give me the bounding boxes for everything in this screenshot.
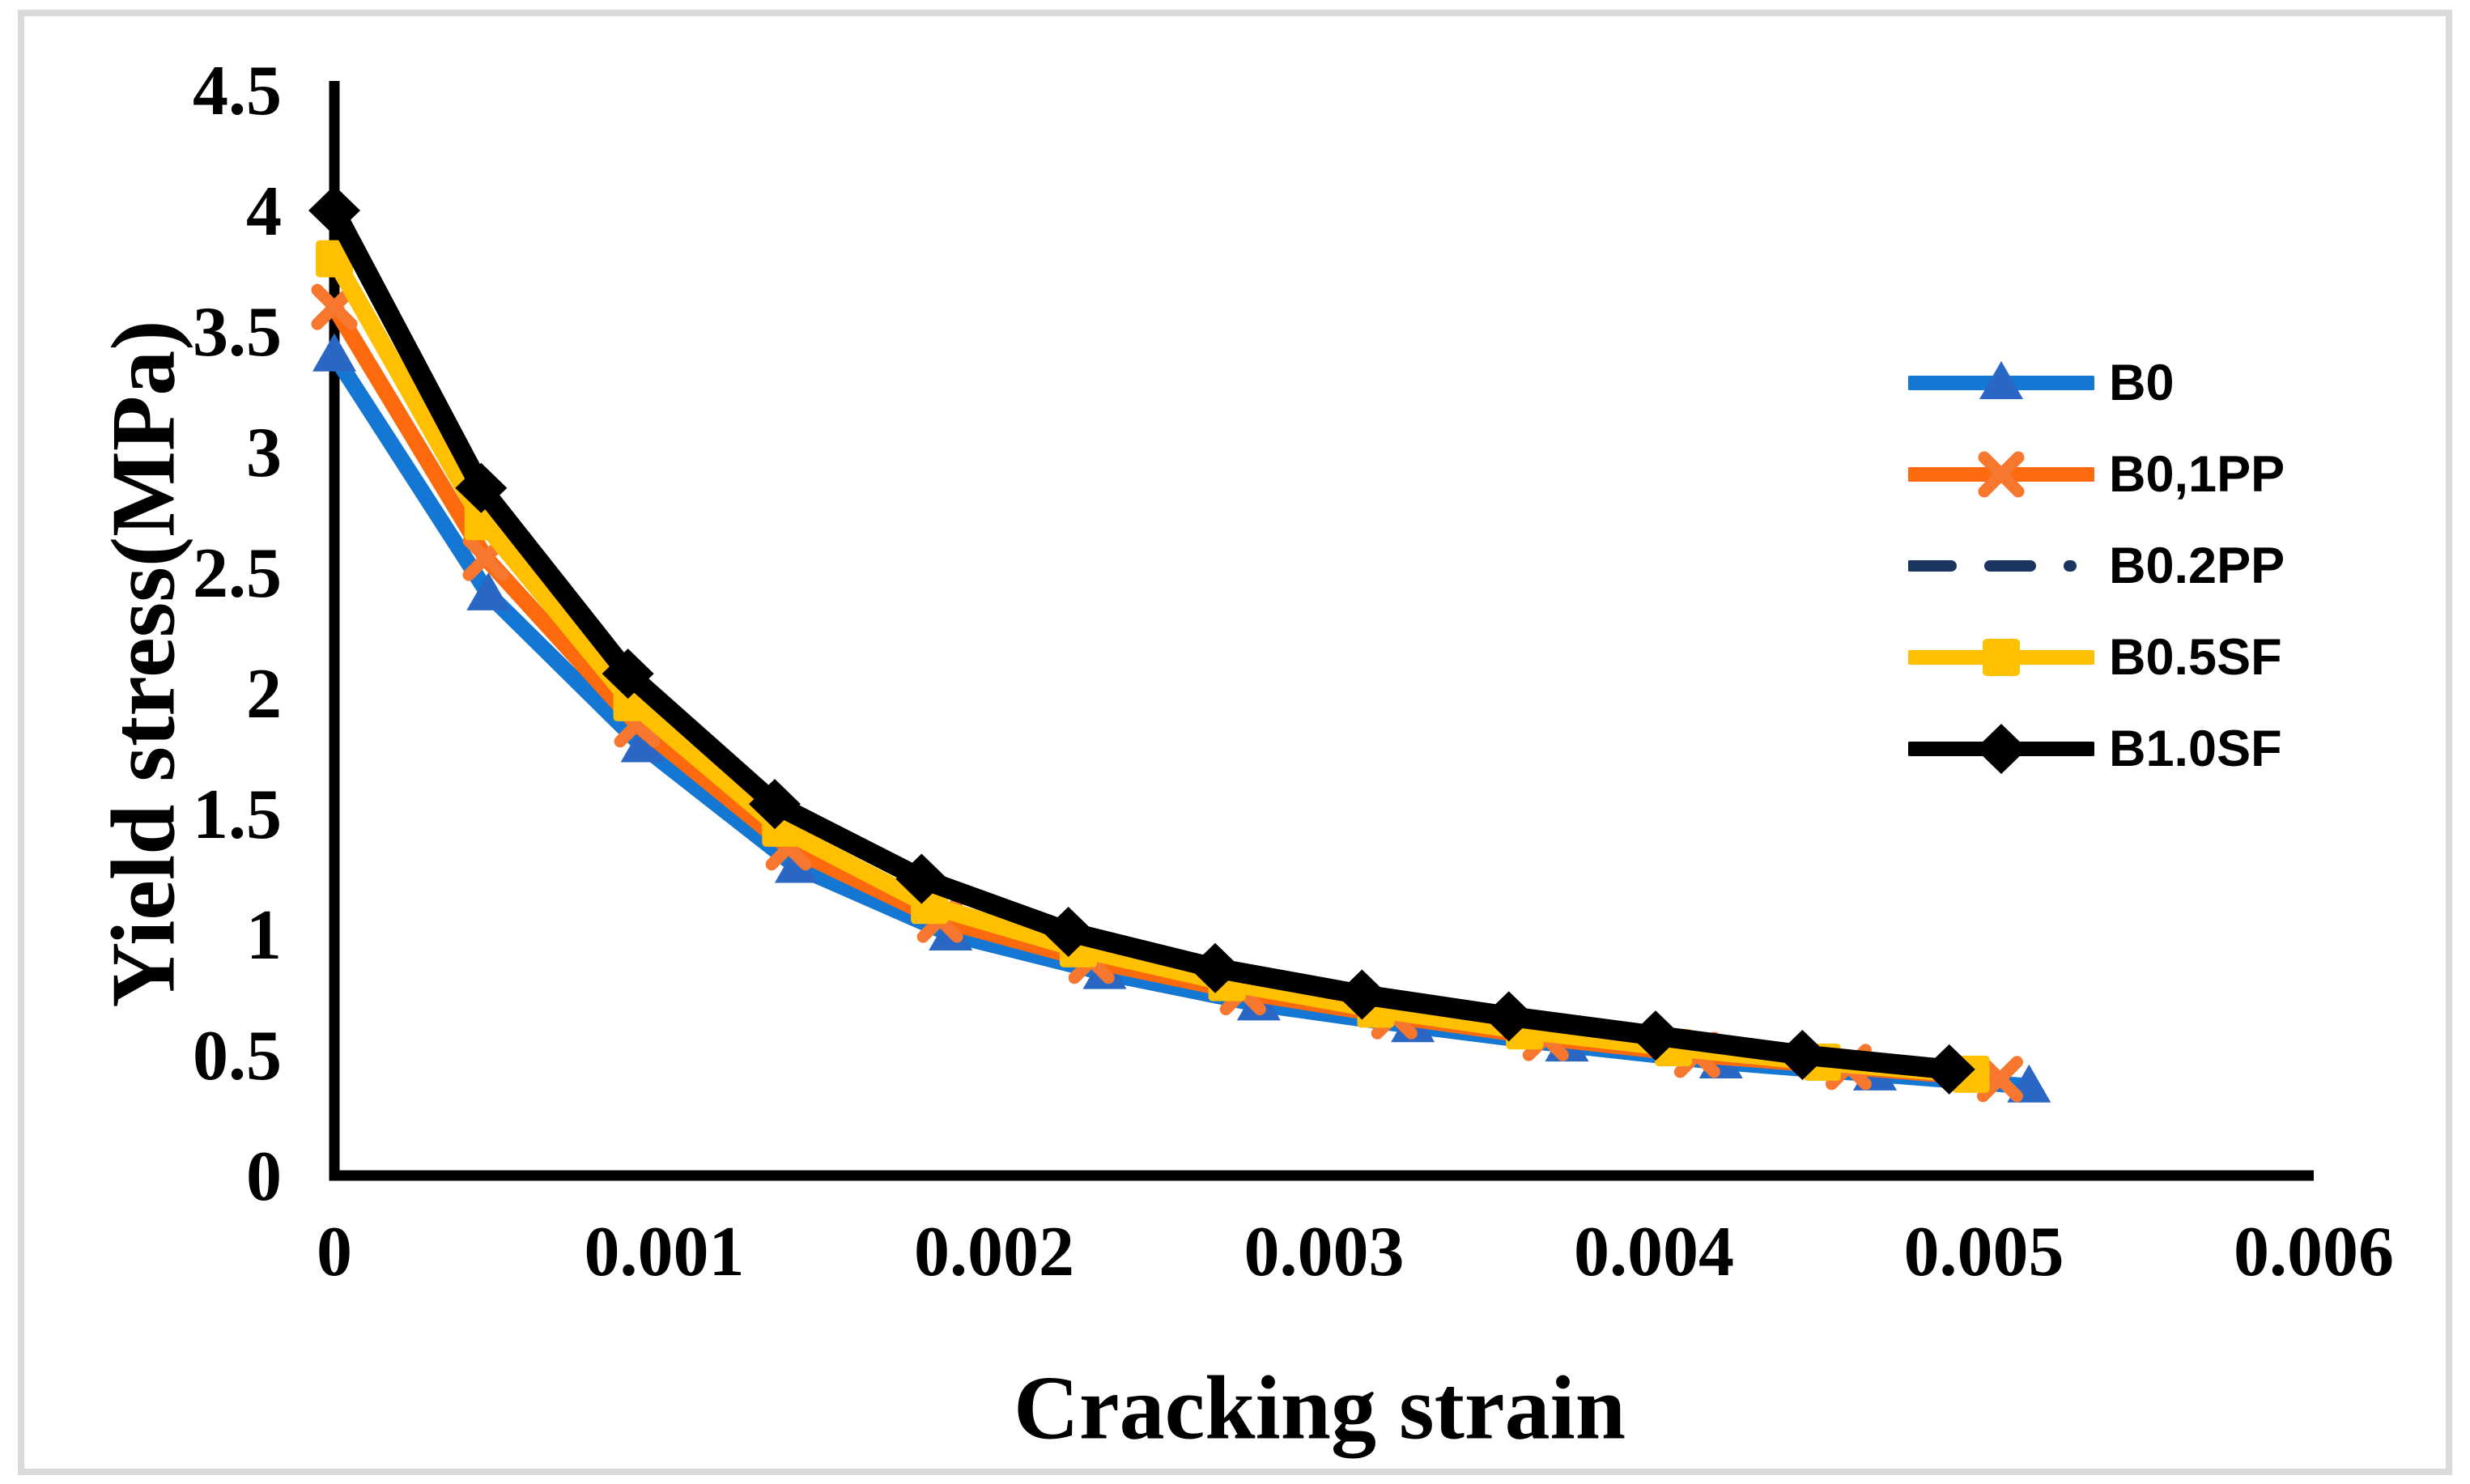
diamond-marker-icon [602, 648, 654, 699]
legend: B0 B0,1PP B0.2PP B0.5SF B1.0SF [1908, 338, 2285, 795]
legend-swatch-dashed-line-icon [1908, 560, 2094, 572]
x-tick-label: 0.004 [1574, 1213, 1734, 1291]
series-line [324, 200, 1960, 1080]
triangle-marker-icon [620, 724, 665, 763]
legend-swatch-line-diamond-icon [1908, 724, 2094, 774]
legend-item-label: B0.5SF [2109, 629, 2282, 686]
legend-item: B0.5SF [1908, 612, 2285, 704]
diamond-marker-icon [1975, 724, 2027, 774]
legend-item-label: B0.2PP [2109, 538, 2285, 594]
x-tick-label: 0.006 [2234, 1213, 2394, 1291]
y-tick-label: 1 [246, 896, 282, 975]
diamond-marker-icon [308, 185, 360, 236]
square-marker-icon [1983, 639, 2020, 676]
x-axis-title: Cracking strain [1014, 1358, 1626, 1459]
diamond-marker-icon [1630, 1010, 1682, 1061]
x-tick-label: 0.002 [914, 1213, 1074, 1291]
diamond-marker-icon [895, 853, 948, 904]
y-tick-label: 3.5 [193, 293, 282, 372]
legend-item: B0,1PP [1908, 429, 2285, 521]
triangle-marker-icon [312, 333, 356, 372]
x-tick-label: 0.005 [1904, 1213, 2064, 1291]
diamond-marker-icon [1923, 1044, 1975, 1095]
legend-item: B0 [1908, 338, 2285, 429]
diamond-marker-icon [1336, 969, 1388, 1020]
triangle-marker-icon [466, 572, 511, 610]
x-marker-icon [1978, 451, 2025, 498]
diamond-marker-icon [749, 779, 801, 830]
y-tick-label: 0.5 [193, 1017, 282, 1095]
y-tick-label: 4 [246, 172, 282, 251]
legend-swatch-line-square-icon [1908, 639, 2094, 676]
y-tick-label: 0 [246, 1137, 282, 1216]
legend-item-label: B1.0SF [2109, 721, 2282, 777]
legend-item-label: B0 [2109, 355, 2175, 411]
diamond-marker-icon [1482, 991, 1535, 1042]
legend-item: B0.2PP [1908, 521, 2285, 612]
legend-item-label: B0,1PP [2109, 446, 2285, 503]
y-tick-label: 3 [246, 414, 282, 492]
x-tick-label: 0 [317, 1213, 352, 1291]
legend-swatch-line-x-icon [1908, 451, 2094, 498]
diamond-marker-icon [455, 462, 508, 513]
diamond-marker-icon [1776, 1030, 1829, 1080]
triangle-marker-icon [1979, 361, 2023, 399]
y-tick-label: 4.5 [193, 52, 282, 130]
diamond-marker-icon [1189, 942, 1242, 993]
legend-swatch-line-triangle-icon [1908, 361, 2094, 399]
y-tick-label: 1.5 [193, 776, 282, 854]
y-axis-title: Yield stress(MPa) [93, 320, 194, 1008]
legend-item: B1.0SF [1908, 704, 2285, 795]
series-B1.0SF [308, 185, 1975, 1095]
y-tick-label: 2.5 [193, 534, 282, 613]
y-tick-label: 2 [246, 655, 282, 733]
diamond-marker-icon [1042, 907, 1095, 958]
x-tick-label: 0.001 [585, 1213, 745, 1291]
x-tick-label: 0.003 [1244, 1213, 1405, 1291]
